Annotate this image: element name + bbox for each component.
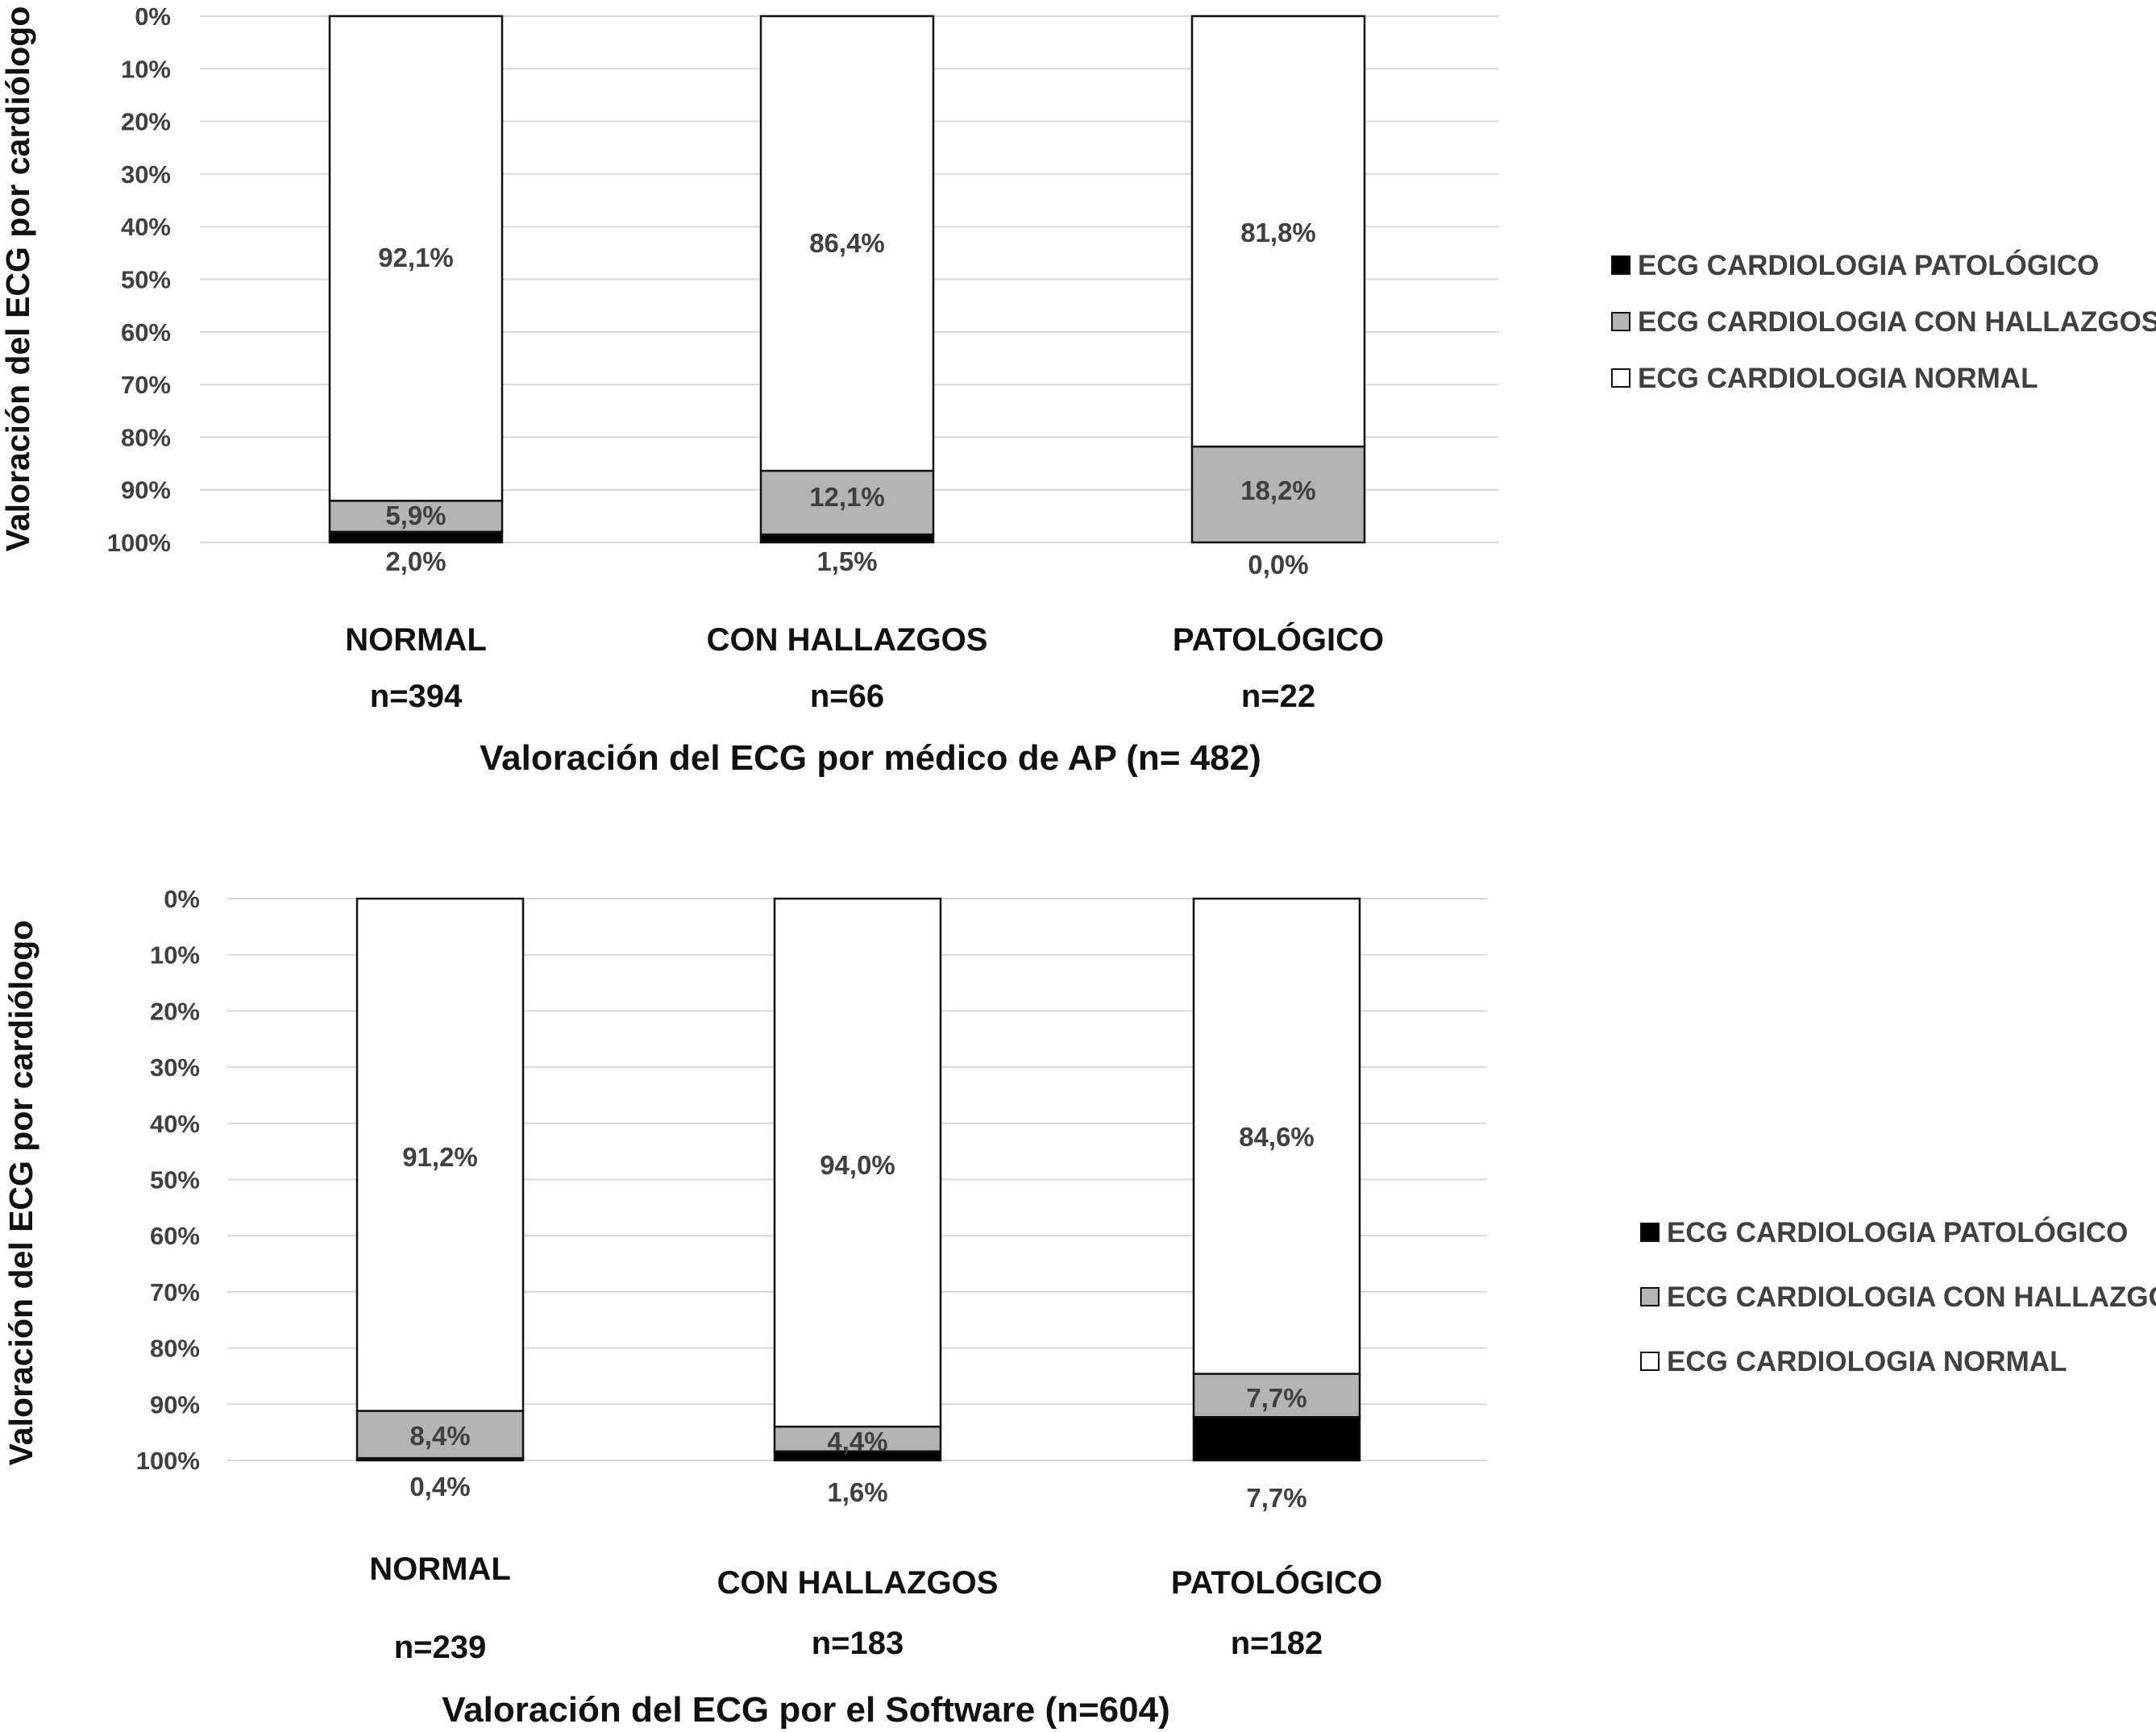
chart1-y-tick-label: 60% (121, 318, 171, 347)
chart1-y-tick-label: 70% (121, 371, 171, 399)
chart1-legend-swatch-normal (1611, 368, 1631, 388)
chart1-data-label-patologico: 1,5% (816, 546, 877, 576)
chart1-x-axis-title: Valoración del ECG por médico de AP (n= … (480, 738, 1261, 778)
chart1-bar-normal-3 (1190, 15, 1366, 448)
chart2-y-tick-label: 50% (150, 1166, 200, 1194)
chart1-category-label: CON HALLAZGOS (707, 622, 988, 658)
chart1-y-tick-label: 50% (121, 266, 171, 294)
chart2-category-label: CON HALLAZGOS (717, 1565, 999, 1601)
chart1-y-tick-label: 20% (121, 108, 171, 136)
chart2-y-axis-title: Valoración del ECG por cardiólogo (2, 920, 39, 1466)
chart1-data-label-patologico: 0,0% (1248, 550, 1308, 579)
chart2-legend-swatch-patologico (1640, 1223, 1660, 1242)
chart2-bar-normal-1 (355, 897, 525, 1412)
chart2-category-label: PATOLÓGICO (1171, 1564, 1382, 1601)
chart2-y-tick-label: 90% (150, 1390, 200, 1418)
chart2-data-label-normal: 94,0% (820, 1150, 895, 1180)
chart1-category-n-label: n=22 (1241, 679, 1315, 714)
chart1-y-tick-label: 80% (121, 423, 171, 451)
chart2-legend-label: ECG CARDIOLOGIA CON HALLAZGOS (1667, 1281, 2156, 1313)
chart2-data-label-hallazgos: 7,7% (1246, 1383, 1306, 1413)
chart2-legend-label: ECG CARDIOLOGIA PATOLÓGICO (1667, 1216, 2128, 1248)
chart1-bar-normal-2 (759, 15, 935, 472)
chart2-y-tick-label: 70% (150, 1278, 200, 1306)
chart1-bar-hallazgos-3 (1190, 445, 1366, 544)
chart1-legend-label: ECG CARDIOLOGIA PATOLÓGICO (1638, 249, 2099, 281)
chart2-legend-swatch-normal (1640, 1352, 1660, 1371)
chart1-bar-normal-1 (328, 15, 504, 502)
chart2-legend-swatch-hallazgos (1640, 1287, 1660, 1306)
chart2-category-n-label: n=182 (1231, 1626, 1323, 1661)
chart2-bar-patologico-1 (355, 1456, 525, 1462)
chart2-y-tick-label: 100% (136, 1447, 200, 1475)
chart1-y-tick-label: 90% (121, 476, 171, 505)
chart1-bar-hallazgos-2 (759, 469, 935, 536)
chart1-legend-swatch-hallazgos (1611, 312, 1631, 331)
chart2-y-tick-label: 40% (150, 1110, 200, 1138)
chart1-data-label-hallazgos: 12,1% (809, 482, 885, 512)
chart2-data-label-patologico: 0,4% (409, 1472, 470, 1501)
chart1-data-label-normal: 86,4% (809, 228, 885, 258)
chart2-y-tick-label: 20% (150, 997, 200, 1025)
chart2-bar-patologico-2 (773, 1450, 942, 1462)
chart2-x-axis-title: Valoración del ECG por el Software (n=60… (442, 1690, 1169, 1730)
chart2-y-tick-label: 10% (150, 941, 200, 970)
chart2-category-label: NORMAL (369, 1551, 511, 1587)
chart1-data-label-normal: 81,8% (1240, 218, 1316, 247)
chart2-y-tick-label: 30% (150, 1053, 200, 1082)
chart1-data-label-hallazgos: 5,9% (385, 500, 446, 530)
chart1-bar-patologico-1 (328, 530, 504, 544)
chart2-legend-label: ECG CARDIOLOGIA NORMAL (1667, 1346, 2067, 1377)
chart1-y-tick-label: 100% (107, 529, 171, 557)
chart2-data-label-hallazgos: 4,4% (827, 1427, 887, 1456)
chart1-bar-patologico-2 (759, 533, 935, 544)
chart2-y-tick-label: 80% (150, 1335, 200, 1363)
chart1-data-label-normal: 92,1% (378, 243, 454, 272)
chart1-category-n-label: n=66 (810, 679, 884, 714)
chart2-data-label-normal: 91,2% (402, 1142, 478, 1172)
chart2-bar-hallazgos-3 (1192, 1373, 1361, 1418)
chart2-data-label-patologico: 1,6% (827, 1477, 887, 1507)
chart1-y-tick-label: 10% (121, 55, 171, 83)
chart2-data-label-patologico: 7,7% (1246, 1483, 1306, 1513)
chart1-category-label: PATOLÓGICO (1173, 621, 1384, 658)
chart2-data-label-normal: 84,6% (1239, 1122, 1315, 1152)
chart1-legend-swatch-patologico (1611, 255, 1631, 275)
chart1-bar-hallazgos-1 (328, 500, 504, 534)
chart2-category-n-label: n=239 (394, 1630, 487, 1665)
chart1-y-axis-title: Valoración del ECG por cardiólogo (0, 6, 36, 552)
chart1-y-tick-label: 0% (135, 2, 171, 31)
chart1-category-n-label: n=394 (370, 679, 463, 714)
chart1-legend-label: ECG CARDIOLOGIA CON HALLAZGOS (1638, 306, 2156, 338)
chart1-data-label-hallazgos: 18,2% (1240, 476, 1316, 505)
chart2-y-tick-label: 60% (150, 1222, 200, 1250)
chart2-bar-patologico-3 (1192, 1416, 1361, 1462)
chart1-legend-label: ECG CARDIOLOGIA NORMAL (1638, 363, 2038, 394)
chart1-data-label-patologico: 2,0% (385, 546, 446, 576)
chart2-bar-hallazgos-1 (355, 1410, 525, 1460)
chart2-data-label-hallazgos: 8,4% (409, 1421, 470, 1451)
chart2-bar-hallazgos-2 (773, 1425, 942, 1453)
chart2-y-tick-label: 0% (164, 885, 200, 913)
chart2-bar-normal-3 (1192, 897, 1361, 1375)
chart1-y-tick-label: 30% (121, 160, 171, 189)
chart2-category-n-label: n=183 (812, 1626, 904, 1661)
chart1-y-tick-label: 40% (121, 213, 171, 241)
chart2-bar-normal-2 (773, 897, 942, 1428)
chart1-category-label: NORMAL (345, 622, 487, 658)
